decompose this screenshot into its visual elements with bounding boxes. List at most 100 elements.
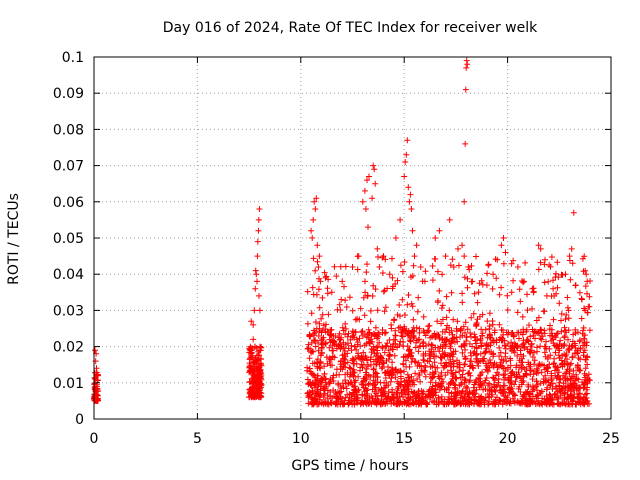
data-point <box>561 333 568 340</box>
data-point <box>371 350 378 357</box>
data-point <box>314 365 321 372</box>
data-point <box>312 329 318 336</box>
data-point <box>468 314 475 321</box>
data-point <box>318 315 325 322</box>
chart-title: Day 016 of 2024, Rate Of TEC Index for r… <box>163 20 538 36</box>
data-point <box>516 335 522 342</box>
data-point <box>405 332 412 339</box>
data-point <box>528 340 535 347</box>
data-point <box>463 64 470 71</box>
data-point <box>526 322 532 329</box>
data-point <box>406 198 413 205</box>
data-point <box>553 290 560 297</box>
data-point <box>534 344 540 351</box>
data-point <box>417 264 424 270</box>
data-point <box>541 327 548 334</box>
data-point <box>402 398 408 405</box>
data-point <box>415 348 422 355</box>
data-point <box>536 330 543 337</box>
data-point <box>339 278 346 285</box>
data-point <box>494 394 500 401</box>
data-point <box>561 334 568 341</box>
data-point <box>540 308 547 315</box>
data-point <box>304 376 311 383</box>
data-point <box>521 278 528 285</box>
data-point <box>361 187 368 194</box>
data-point <box>490 351 497 358</box>
data-point <box>327 376 334 383</box>
data-point <box>547 322 553 329</box>
data-point <box>250 358 257 365</box>
data-point <box>526 366 533 372</box>
data-point <box>336 301 343 308</box>
data-point <box>541 261 548 268</box>
data-point <box>544 364 551 371</box>
data-point <box>479 369 486 376</box>
data-point <box>367 380 373 387</box>
data-point <box>475 363 482 369</box>
data-point <box>540 378 547 385</box>
data-point <box>415 294 422 301</box>
data-point <box>346 294 353 301</box>
data-point <box>316 320 323 327</box>
data-point <box>457 374 464 381</box>
y-tick-label: 0.09 <box>53 86 84 102</box>
data-point <box>427 355 434 362</box>
data-point <box>369 195 376 202</box>
data-point <box>402 159 409 165</box>
data-point <box>347 365 354 372</box>
data-point <box>523 372 530 379</box>
data-point <box>410 390 417 397</box>
data-point <box>468 262 475 269</box>
data-point <box>359 198 366 205</box>
data-point <box>411 253 418 260</box>
data-point <box>327 339 334 346</box>
data-point <box>436 287 443 294</box>
data-point <box>513 364 520 371</box>
data-point <box>408 373 415 380</box>
data-point <box>565 384 572 391</box>
data-point <box>466 363 473 370</box>
data-point <box>346 364 353 371</box>
data-point <box>581 374 588 381</box>
data-point <box>532 335 538 342</box>
data-point <box>430 332 437 339</box>
data-point <box>406 346 413 353</box>
data-point <box>362 374 369 381</box>
data-point <box>505 340 511 347</box>
data-point <box>577 395 584 402</box>
data-point <box>414 308 421 315</box>
data-point <box>459 290 466 297</box>
data-point <box>489 285 496 292</box>
data-point <box>516 383 523 390</box>
data-point <box>322 340 329 346</box>
data-point <box>414 376 421 382</box>
data-point <box>537 259 544 266</box>
data-point <box>372 393 379 399</box>
data-point <box>321 371 328 377</box>
data-point <box>415 359 422 366</box>
data-point <box>434 331 441 338</box>
data-point <box>414 391 421 398</box>
data-point <box>369 338 376 345</box>
data-point <box>558 361 565 368</box>
data-point <box>249 345 256 352</box>
data-point <box>400 394 406 400</box>
data-point <box>550 316 557 323</box>
x-tick-label: 5 <box>193 431 202 447</box>
data-point <box>386 337 393 343</box>
data-point <box>479 330 486 337</box>
data-point <box>374 343 381 350</box>
data-point <box>553 394 560 401</box>
data-point <box>345 345 352 352</box>
data-point <box>469 278 476 285</box>
data-point <box>362 289 369 296</box>
data-point <box>552 390 559 397</box>
data-point <box>336 389 343 396</box>
data-point <box>421 278 428 285</box>
data-point <box>435 297 441 304</box>
data-point <box>429 263 436 269</box>
data-point <box>542 372 549 379</box>
data-point <box>510 277 517 284</box>
data-point <box>553 385 560 392</box>
